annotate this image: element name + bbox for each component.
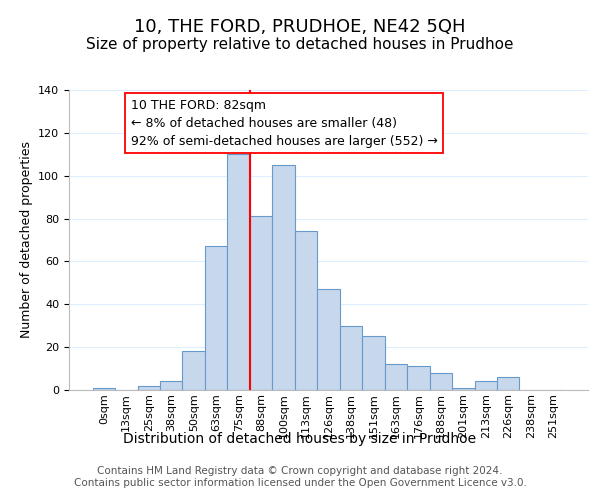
Text: 10 THE FORD: 82sqm
← 8% of detached houses are smaller (48)
92% of semi-detached: 10 THE FORD: 82sqm ← 8% of detached hous… [131,98,437,148]
Bar [182,352,205,390]
Bar [92,388,115,390]
Bar [250,216,272,390]
Bar [160,382,182,390]
Bar [205,246,227,390]
Y-axis label: Number of detached properties: Number of detached properties [20,142,32,338]
Bar [407,366,430,390]
Text: 10, THE FORD, PRUDHOE, NE42 5QH: 10, THE FORD, PRUDHOE, NE42 5QH [134,18,466,36]
Bar [227,154,250,390]
Bar [385,364,407,390]
Bar [475,382,497,390]
Text: Size of property relative to detached houses in Prudhoe: Size of property relative to detached ho… [86,38,514,52]
Bar [340,326,362,390]
Bar [295,232,317,390]
Bar [452,388,475,390]
Bar [430,373,452,390]
Text: Distribution of detached houses by size in Prudhoe: Distribution of detached houses by size … [124,432,476,446]
Bar [137,386,160,390]
Text: Contains HM Land Registry data © Crown copyright and database right 2024.
Contai: Contains HM Land Registry data © Crown c… [74,466,526,487]
Bar [497,377,520,390]
Bar [362,336,385,390]
Bar [272,165,295,390]
Bar [317,290,340,390]
